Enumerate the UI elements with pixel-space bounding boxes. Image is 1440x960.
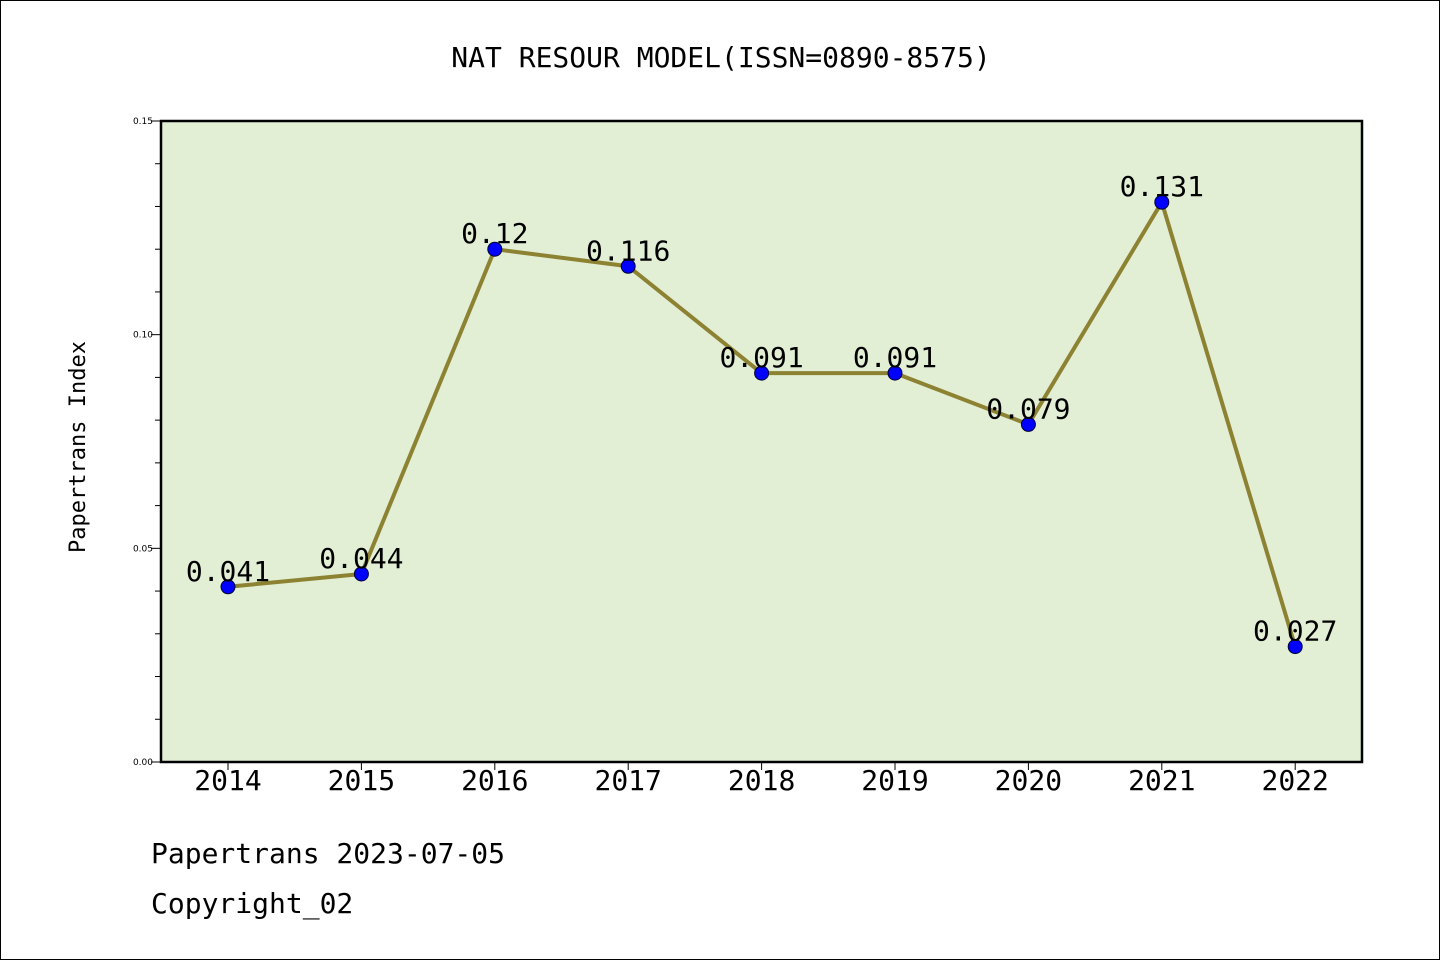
x-tick-label: 2015 bbox=[328, 764, 395, 797]
data-label: 0.027 bbox=[1253, 615, 1337, 648]
x-tick-label: 2020 bbox=[995, 764, 1062, 797]
y-tick-label: 0.10 bbox=[133, 331, 153, 341]
data-point bbox=[487, 241, 503, 257]
y-axis-label: Papertrans Index bbox=[66, 341, 91, 553]
x-tick-label: 2017 bbox=[594, 764, 661, 797]
data-label: 0.041 bbox=[186, 555, 270, 588]
data-point bbox=[220, 579, 236, 595]
data-label: 0.044 bbox=[319, 542, 403, 575]
data-point bbox=[754, 365, 770, 381]
data-point bbox=[620, 258, 636, 274]
x-axis: 2014 2015 2016 2017 2018 2019 2020 2021 2022 bbox=[194, 762, 1329, 797]
x-tick-label: 2018 bbox=[728, 764, 795, 797]
footer-source: Papertrans 2023-07-05 bbox=[151, 837, 506, 870]
x-tick-label: 2019 bbox=[861, 764, 928, 797]
x-tick-label: 2022 bbox=[1261, 764, 1328, 797]
data-label: 0.079 bbox=[986, 392, 1070, 425]
x-tick-label: 2021 bbox=[1128, 764, 1195, 797]
plot-area bbox=[159, 119, 1364, 764]
data-label: 0.091 bbox=[719, 341, 803, 374]
data-labels: 0.041 0.044 0.12 0.116 0.091 0.091 0.079 0.131 0… bbox=[186, 170, 1337, 647]
data-label: 0.12 bbox=[461, 217, 528, 250]
data-point bbox=[1020, 416, 1036, 432]
data-point bbox=[1287, 639, 1303, 655]
data-point bbox=[887, 365, 903, 381]
chart-title: NAT RESOUR MODEL(ISSN=0890-8575) bbox=[451, 41, 990, 74]
y-tick-label: 0.15 bbox=[133, 117, 153, 127]
data-point bbox=[353, 566, 369, 582]
data-label: 0.091 bbox=[853, 341, 937, 374]
series-markers bbox=[220, 194, 1303, 655]
data-label: 0.116 bbox=[586, 234, 670, 267]
y-tick-label: 0.00 bbox=[133, 758, 153, 768]
y-axis: 0.00 0.05 0.10 0.15 bbox=[133, 117, 161, 768]
data-point bbox=[1154, 194, 1170, 210]
x-tick-label: 2014 bbox=[194, 764, 261, 797]
y-tick-label: 0.05 bbox=[133, 544, 153, 554]
data-label: 0.131 bbox=[1120, 170, 1204, 203]
footer-copyright: Copyright_02 bbox=[151, 887, 354, 920]
x-tick-label: 2016 bbox=[461, 764, 528, 797]
